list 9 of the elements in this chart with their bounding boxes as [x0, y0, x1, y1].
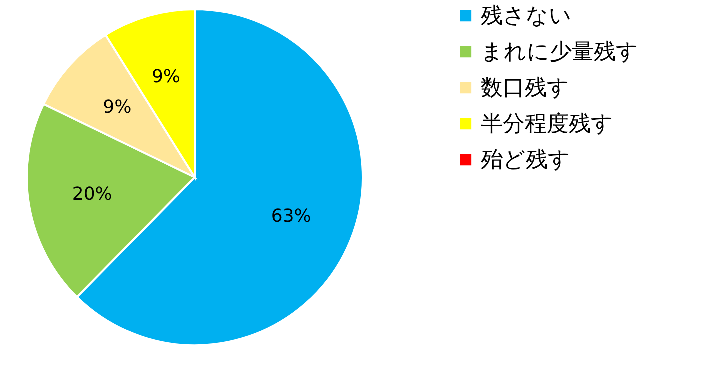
legend-label: まれに少量残す — [481, 40, 639, 65]
legend-label: 殆ど残す — [481, 148, 571, 173]
data-label: 9% — [103, 96, 132, 118]
legend-label: 残さない — [481, 4, 572, 29]
data-label: 20% — [72, 184, 112, 206]
legend-label: 数口残す — [481, 76, 570, 101]
data-label: 63% — [271, 206, 312, 227]
legend-label: 半分程度残す — [481, 112, 614, 137]
data-label: 9% — [152, 66, 180, 88]
